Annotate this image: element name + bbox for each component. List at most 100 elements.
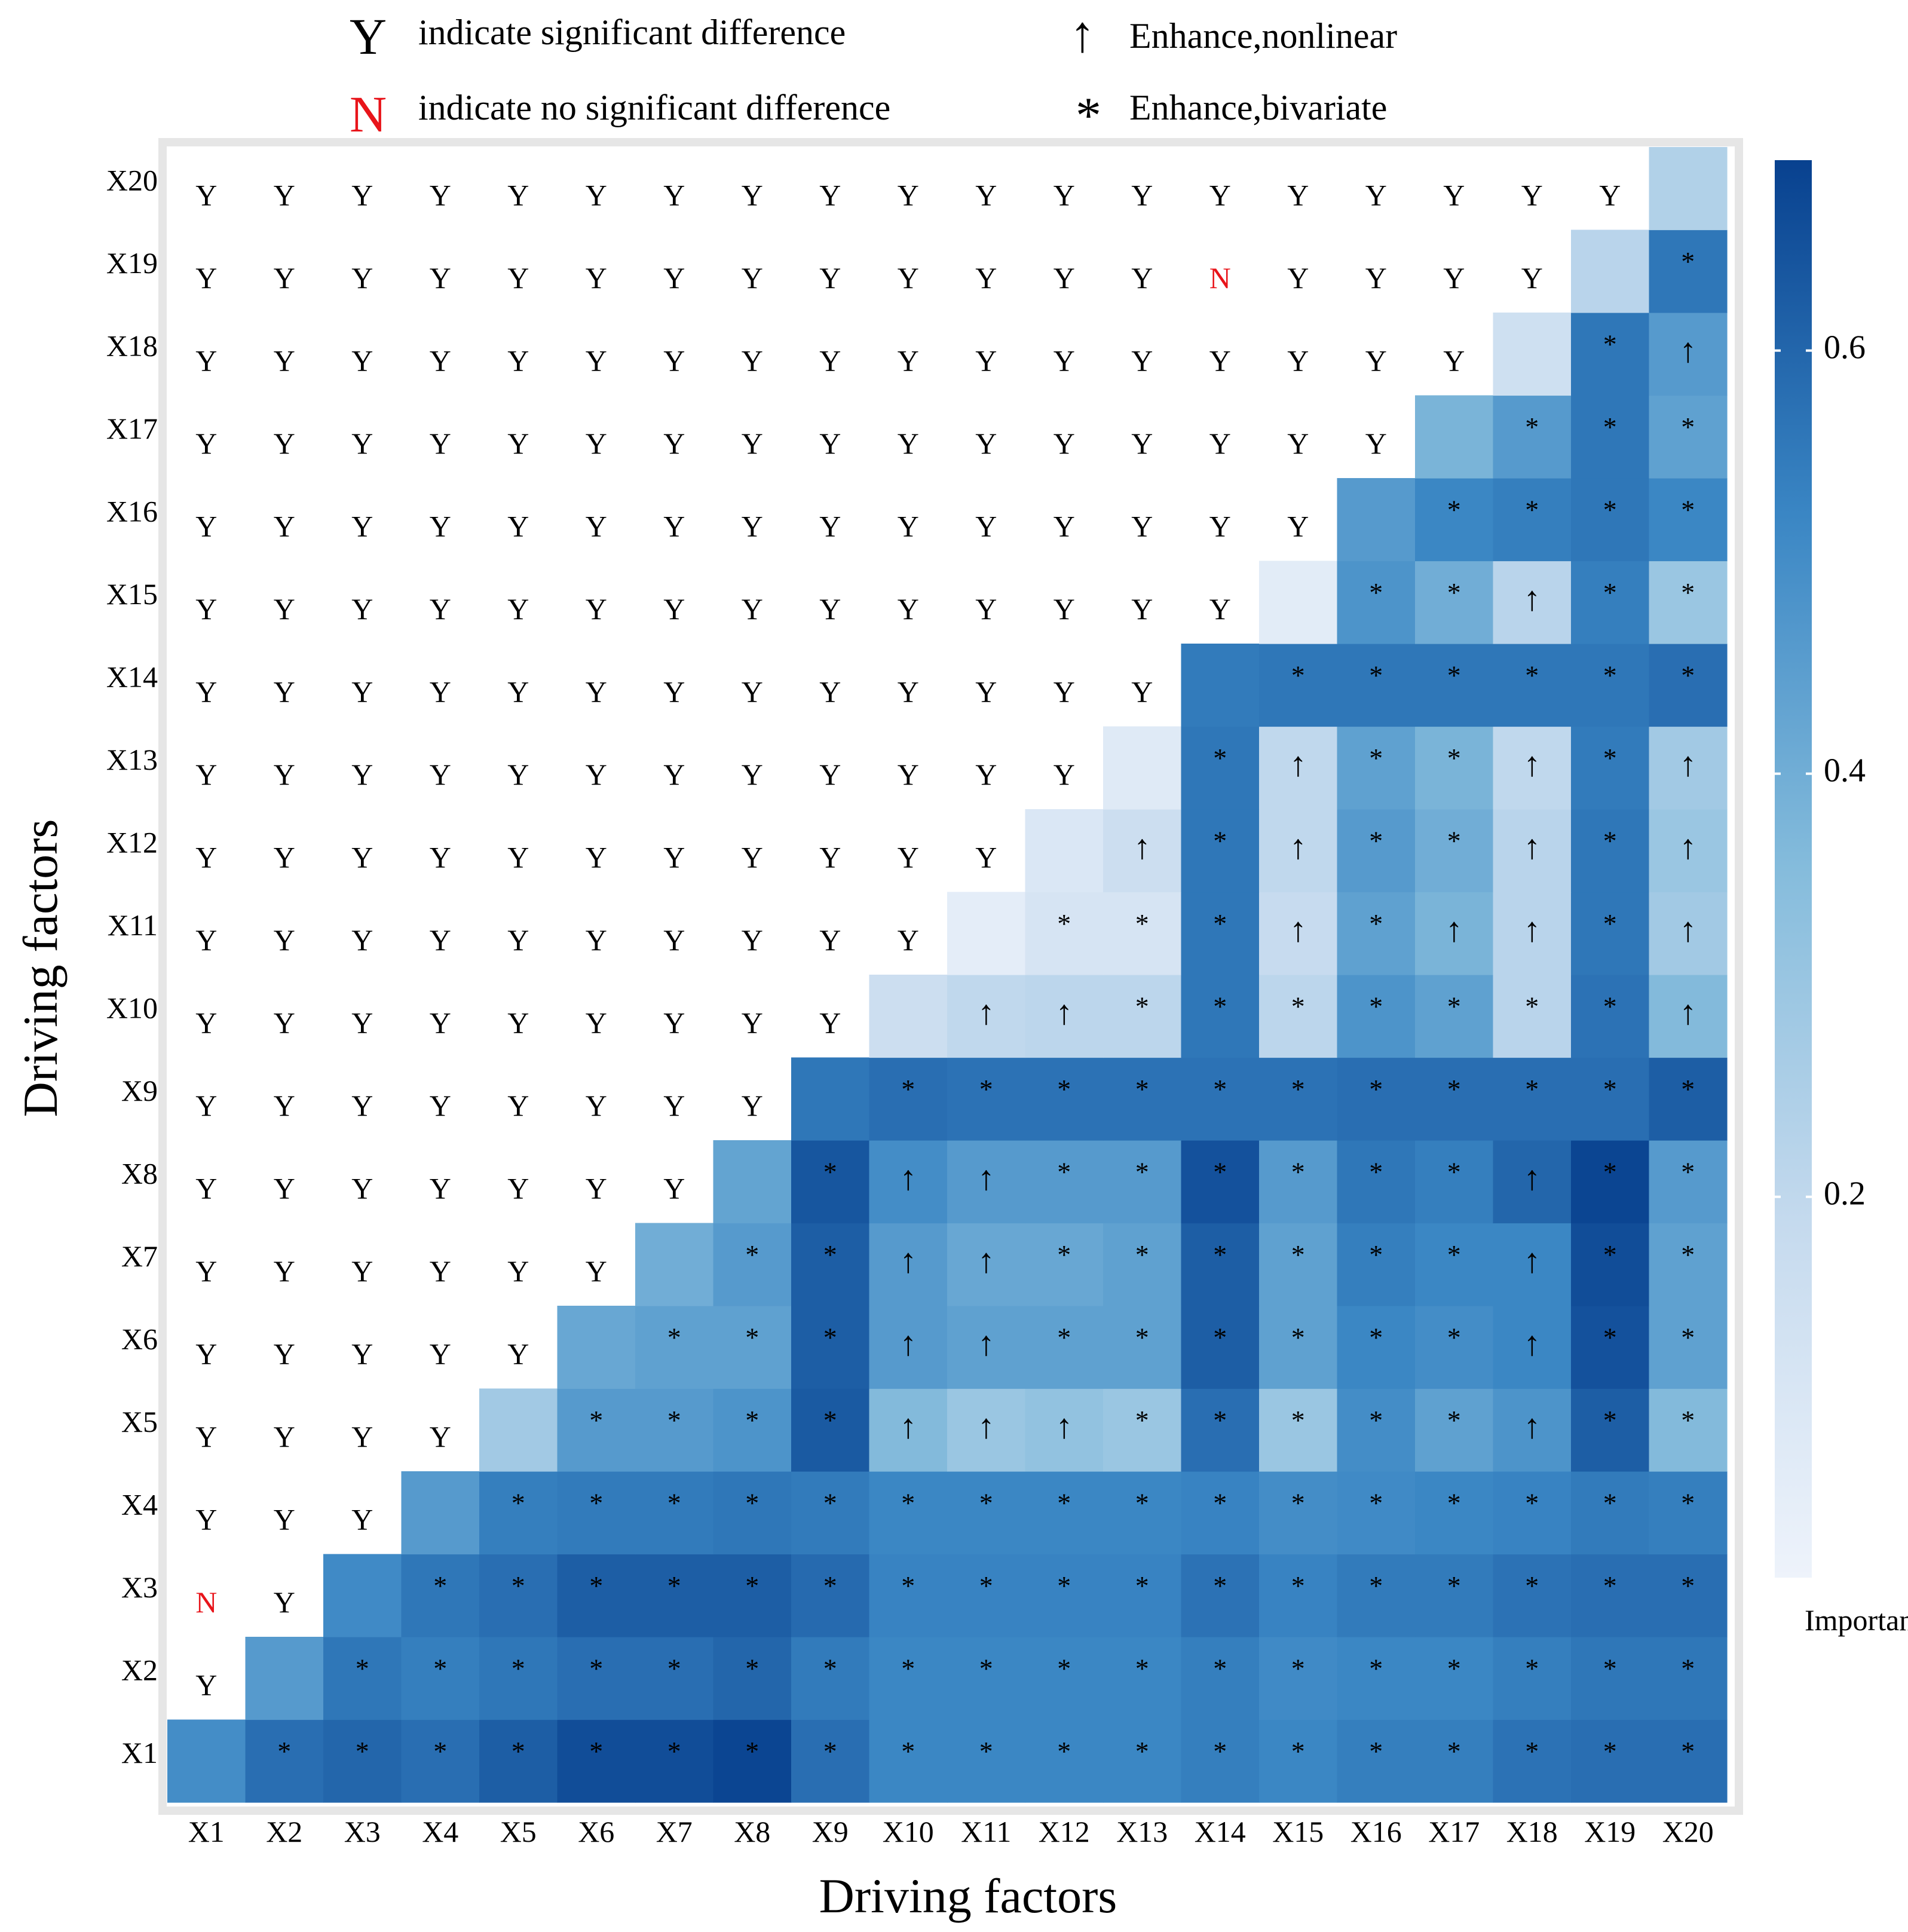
- y-mark-X15-X13: Y: [1131, 592, 1153, 626]
- heatmap-cell-X12-X16: [1337, 809, 1416, 893]
- y-mark-X9-X4: Y: [430, 1089, 451, 1122]
- y-mark-X5-X4: Y: [430, 1420, 451, 1453]
- star-mark-X1-X9: *: [823, 1736, 837, 1766]
- star-mark-X5-X13: *: [1135, 1405, 1149, 1435]
- star-mark-X7-X8: *: [745, 1239, 759, 1270]
- y-mark-X20-X8: Y: [742, 178, 763, 212]
- heatmap-cell-X3-X16: [1337, 1554, 1416, 1637]
- y-mark-X18-X16: Y: [1365, 344, 1387, 377]
- heatmap-cell-X13-X20: [1649, 726, 1728, 810]
- heatmap-cell-X11-X19: [1571, 892, 1650, 975]
- y-mark-X14-X11: Y: [975, 675, 997, 708]
- legend: Y indicate significant difference N indi…: [0, 0, 1908, 155]
- heatmap-cell-X3-X10: [869, 1554, 948, 1637]
- y-mark-X10-X9: Y: [819, 1006, 841, 1039]
- y-mark-X15-X7: Y: [663, 592, 685, 626]
- star-mark-X9-X16: *: [1369, 1074, 1383, 1104]
- heatmap-cell-X1-X12: [1025, 1719, 1104, 1803]
- y-mark-X14-X5: Y: [507, 675, 529, 708]
- y-tick-label: X20: [106, 164, 158, 197]
- heatmap-cell-X13-X14: [1181, 726, 1260, 810]
- y-tick-label: X19: [106, 246, 158, 280]
- heatmap-cell-X5-X20: [1649, 1388, 1728, 1472]
- heatmap-cell-X8-X20: [1649, 1140, 1728, 1224]
- heatmap-cell-X5-X5: [479, 1388, 558, 1472]
- y-mark-X7-X2: Y: [274, 1254, 295, 1288]
- heatmap-cell-X9-X9: [791, 1057, 870, 1141]
- y-mark-X13-X3: Y: [351, 758, 373, 791]
- heatmap-cell-X9-X17: [1415, 1057, 1494, 1141]
- x-tick-label: X2: [266, 1815, 302, 1848]
- star-mark-X1-X7: *: [667, 1736, 681, 1766]
- y-mark-X19-X17: Y: [1443, 261, 1465, 295]
- y-mark-X18-X14: Y: [1209, 344, 1231, 377]
- y-mark-X17-X8: Y: [742, 427, 763, 460]
- star-mark-X15-X16: *: [1369, 577, 1383, 608]
- heatmap-cell-X4-X6: [557, 1471, 636, 1555]
- y-mark-X9-X5: Y: [507, 1089, 529, 1122]
- y-mark-X14-X12: Y: [1053, 675, 1075, 708]
- n-mark-X3-X1: N: [195, 1585, 217, 1619]
- y-tick-label: X3: [121, 1570, 158, 1604]
- heatmap-cell-X11-X14: [1181, 892, 1260, 975]
- y-mark-X19-X2: Y: [274, 261, 295, 295]
- y-mark-X16-X3: Y: [351, 509, 373, 543]
- heatmap-cell-X12-X19: [1571, 809, 1650, 893]
- heatmap-cell-X4-X7: [635, 1471, 714, 1555]
- y-tick-label: X9: [121, 1074, 158, 1107]
- heatmap-cell-X6-X6: [557, 1306, 636, 1389]
- x-tick-label: X20: [1662, 1815, 1714, 1848]
- heatmap-cell-X2-X19: [1571, 1637, 1650, 1720]
- y-mark-X6-X5: Y: [507, 1337, 529, 1370]
- y-mark-X20-X18: Y: [1521, 178, 1543, 212]
- star-mark-X10-X16: *: [1369, 991, 1383, 1022]
- heatmap-cell-X3-X15: [1259, 1554, 1338, 1637]
- heatmap-cell-X2-X12: [1025, 1637, 1104, 1720]
- heatmap-cell-X1-X13: [1103, 1719, 1182, 1803]
- heatmap-cell-X15-X20: [1649, 561, 1728, 644]
- heatmap-cell-X8-X18: [1493, 1140, 1572, 1224]
- star-mark-X1-X5: *: [512, 1736, 525, 1766]
- legend-n-label: indicate no significant difference: [418, 88, 891, 127]
- heatmap-cell-X8-X15: [1259, 1140, 1338, 1224]
- star-mark-X10-X18: *: [1525, 991, 1539, 1022]
- heatmap-cell-X10-X19: [1571, 975, 1650, 1058]
- y-mark-X4-X3: Y: [351, 1502, 373, 1536]
- heatmap-cell-X5-X9: [791, 1388, 870, 1472]
- star-mark-X4-X6: *: [589, 1488, 603, 1518]
- heatmap-cell-X8-X13: [1103, 1140, 1182, 1224]
- heatmap-cell-X16-X19: [1571, 478, 1650, 562]
- y-tick-label: X2: [121, 1654, 158, 1687]
- heatmap-cell-X2-X15: [1259, 1637, 1338, 1720]
- star-mark-X4-X14: *: [1213, 1488, 1227, 1518]
- star-mark-X4-X17: *: [1447, 1488, 1461, 1518]
- y-mark-X18-X7: Y: [663, 344, 685, 377]
- y-mark-X20-X11: Y: [975, 178, 997, 212]
- y-mark-X20-X9: Y: [819, 178, 841, 212]
- star-mark-X12-X19: *: [1603, 826, 1617, 856]
- heatmap-cell-X7-X9: [791, 1223, 870, 1306]
- star-mark-X1-X18: *: [1525, 1736, 1539, 1766]
- y-mark-X12-X10: Y: [898, 840, 919, 874]
- heatmap-cell-X7-X18: [1493, 1223, 1572, 1306]
- star-mark-X2-X14: *: [1213, 1654, 1227, 1684]
- heatmap-cell-X13-X13: [1103, 726, 1182, 810]
- heatmap-cell-X3-X13: [1103, 1554, 1182, 1637]
- heatmap-cell-X4-X4: [401, 1471, 480, 1555]
- y-mark-X13-X6: Y: [586, 758, 607, 791]
- heatmap-cell-X4-X14: [1181, 1471, 1260, 1555]
- heatmap-cell-X6-X16: [1337, 1306, 1416, 1389]
- heatmap-cell-X10-X10: [869, 975, 948, 1058]
- y-mark-X17-X15: Y: [1287, 427, 1309, 460]
- heatmap-cell-X9-X10: [869, 1057, 948, 1141]
- y-mark-X12-X8: Y: [742, 840, 763, 874]
- star-mark-X11-X12: *: [1057, 908, 1071, 939]
- heatmap-cell-X5-X10: [869, 1388, 948, 1472]
- heatmap-cell-X15-X16: [1337, 561, 1416, 644]
- y-mark-X19-X6: Y: [586, 261, 607, 295]
- y-mark-X15-X9: Y: [819, 592, 841, 626]
- star-mark-X7-X13: *: [1135, 1239, 1149, 1270]
- star-mark-X15-X17: *: [1447, 577, 1461, 608]
- star-mark-X3-X6: *: [589, 1570, 603, 1601]
- x-tick-label: X5: [500, 1815, 537, 1848]
